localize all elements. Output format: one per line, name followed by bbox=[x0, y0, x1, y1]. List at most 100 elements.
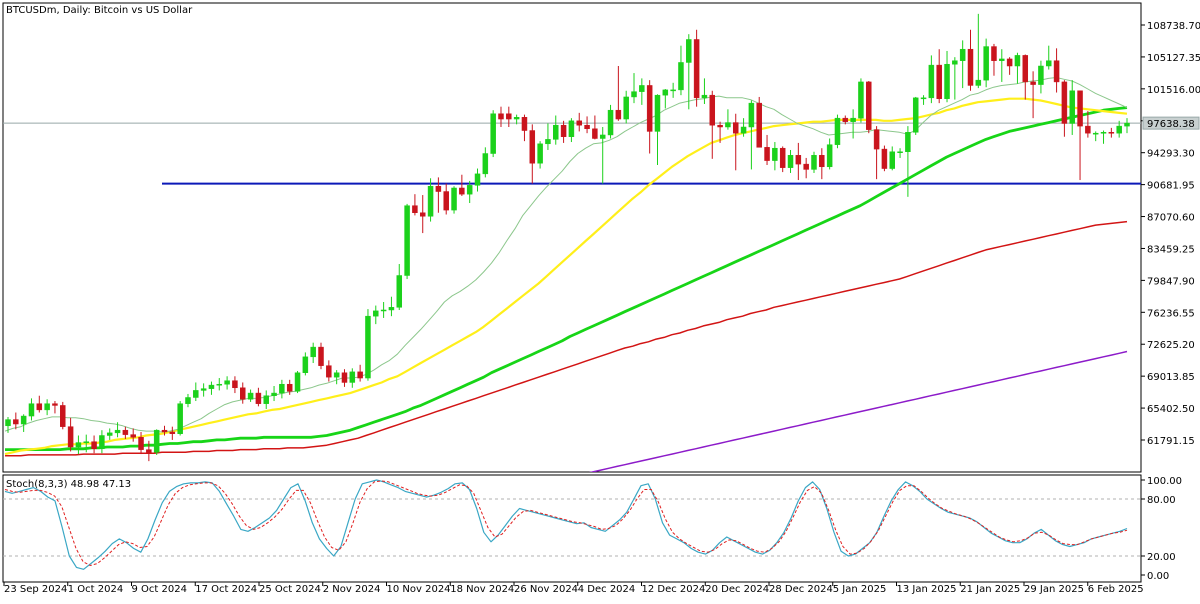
candle-body bbox=[138, 437, 144, 450]
candle-body bbox=[686, 39, 692, 63]
candle bbox=[819, 148, 825, 180]
candle-body bbox=[678, 62, 684, 91]
candle-body bbox=[130, 434, 136, 438]
candle-body bbox=[834, 117, 841, 145]
candle-body bbox=[615, 109, 622, 120]
candle bbox=[576, 112, 582, 132]
candle-body bbox=[60, 405, 66, 427]
candle-body bbox=[506, 113, 512, 120]
candle bbox=[255, 387, 262, 407]
candle-body bbox=[28, 403, 35, 417]
candle bbox=[224, 376, 230, 390]
candle bbox=[153, 429, 160, 455]
candle-body bbox=[873, 129, 880, 150]
candle bbox=[826, 138, 833, 170]
candle bbox=[1124, 118, 1130, 134]
candle-body bbox=[52, 403, 58, 406]
candle-body bbox=[670, 89, 676, 92]
candle bbox=[975, 13, 982, 89]
candle bbox=[247, 389, 254, 402]
candle-body bbox=[740, 126, 747, 134]
price-axis-label: 108738.70 bbox=[1147, 21, 1200, 32]
candle bbox=[866, 81, 872, 134]
candle-body bbox=[13, 419, 19, 425]
candle bbox=[1053, 48, 1060, 93]
candle bbox=[881, 145, 888, 172]
candle bbox=[373, 305, 379, 325]
candle bbox=[842, 115, 849, 125]
candle-body bbox=[576, 120, 582, 126]
candle bbox=[905, 126, 911, 197]
candle-body bbox=[20, 415, 27, 425]
candle-body bbox=[380, 309, 387, 312]
candle bbox=[693, 29, 700, 107]
ma-yellow-line bbox=[4, 97, 1128, 456]
candle bbox=[286, 379, 293, 395]
candle bbox=[654, 94, 661, 166]
time-axis-label: 1 Oct 2024 bbox=[68, 584, 123, 595]
candle-body bbox=[631, 91, 637, 98]
chart-title: BTCUSDm, Daily: Bitcoin vs US Dollar bbox=[6, 5, 193, 16]
candle bbox=[412, 194, 418, 216]
candle-body bbox=[1014, 55, 1021, 67]
candle bbox=[506, 106, 512, 127]
price-axis-label: 105127.35 bbox=[1147, 53, 1200, 64]
candle bbox=[912, 96, 919, 135]
time-axis-label: 13 Jan 2025 bbox=[897, 584, 957, 595]
candle bbox=[365, 309, 371, 381]
price-axis-label: 94293.30 bbox=[1147, 149, 1195, 160]
candle-body bbox=[419, 212, 426, 217]
candle-body bbox=[208, 384, 215, 389]
candle-body bbox=[560, 124, 567, 137]
candle-body bbox=[106, 432, 113, 436]
time-axis-label: 17 Oct 2024 bbox=[195, 584, 257, 595]
candle-body bbox=[36, 403, 43, 411]
candle bbox=[419, 195, 426, 234]
candle bbox=[568, 118, 575, 143]
candle bbox=[584, 116, 590, 134]
candle bbox=[13, 412, 19, 430]
candle-body bbox=[866, 81, 872, 130]
time-axis-label: 10 Nov 2024 bbox=[387, 584, 451, 595]
candle bbox=[623, 90, 629, 124]
time-axis-label: 6 Feb 2025 bbox=[1088, 584, 1144, 595]
price-axis-label: 69013.85 bbox=[1147, 372, 1195, 383]
stoch-axis-label: 0.00 bbox=[1147, 571, 1169, 582]
candle-body bbox=[521, 117, 528, 131]
candle bbox=[5, 416, 11, 433]
candle bbox=[1014, 52, 1021, 84]
candle bbox=[114, 422, 121, 438]
candle bbox=[631, 73, 637, 104]
candle-body bbox=[67, 426, 74, 448]
candle-body bbox=[732, 122, 739, 134]
time-axis-label: 23 Sep 2024 bbox=[4, 584, 67, 595]
candle-body bbox=[466, 185, 473, 195]
candle bbox=[99, 430, 105, 454]
candle-body bbox=[333, 372, 340, 378]
candle-body bbox=[193, 390, 199, 398]
candle bbox=[983, 38, 989, 88]
candle bbox=[52, 401, 58, 414]
candle bbox=[271, 385, 277, 402]
candle bbox=[435, 177, 442, 213]
candle-body bbox=[412, 205, 418, 213]
candle bbox=[333, 370, 340, 385]
candle bbox=[944, 50, 950, 103]
candle-body bbox=[75, 442, 82, 448]
candle bbox=[216, 378, 223, 391]
time-axis-label: 26 Nov 2024 bbox=[514, 584, 578, 595]
candle-body bbox=[271, 392, 277, 396]
candle-body bbox=[1061, 81, 1068, 124]
candle-body bbox=[357, 371, 363, 379]
candle-body bbox=[811, 155, 817, 170]
candle bbox=[146, 440, 152, 462]
candle-body bbox=[318, 346, 324, 366]
candle bbox=[529, 124, 536, 184]
price-axis-label: 61791.15 bbox=[1147, 436, 1195, 447]
candle-body bbox=[5, 419, 11, 427]
candle-body bbox=[1030, 81, 1036, 85]
candle-body bbox=[991, 46, 997, 61]
candle bbox=[185, 393, 191, 408]
time-axis-label: 5 Jan 2025 bbox=[833, 584, 887, 595]
candle bbox=[560, 120, 567, 143]
